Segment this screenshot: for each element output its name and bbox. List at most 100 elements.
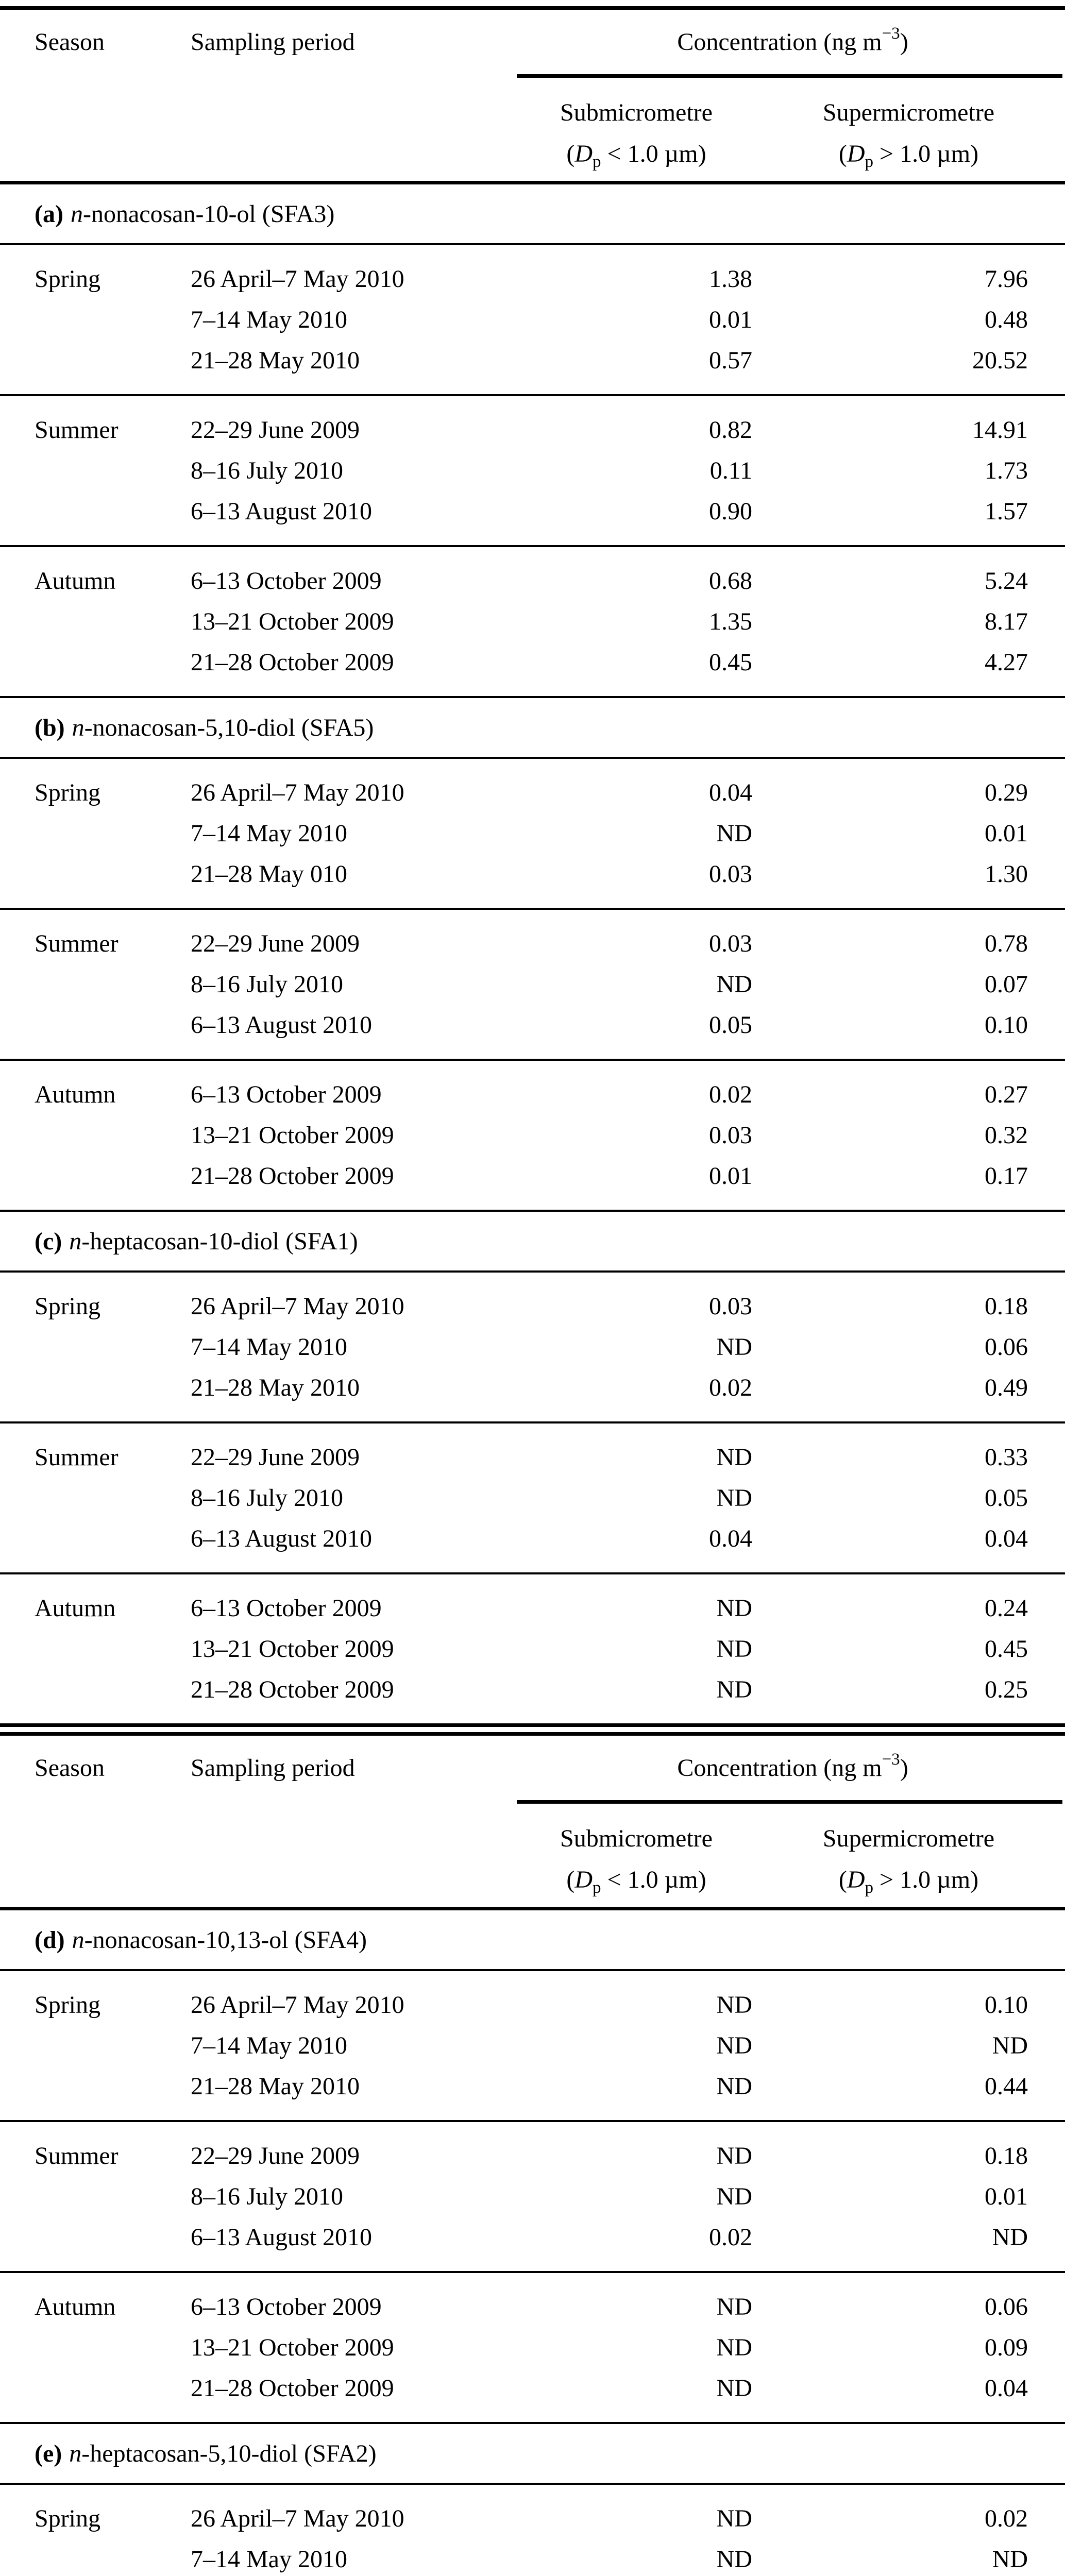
- table-row: 7–14 May 2010 ND 0.06: [0, 1327, 1065, 1367]
- supermicrometre-value-cell: 0.01: [985, 2183, 1028, 2210]
- paren: (: [838, 1866, 847, 1893]
- header-bottom-rule: [0, 1907, 1065, 1910]
- season-group: Summer 22–29 June 2009 ND 0.33 8–16 July…: [0, 1423, 1065, 1572]
- separator-rule: [0, 757, 1065, 759]
- submicrometre-column-header: Submicrometre: [560, 1825, 713, 1852]
- table-row: 21–28 October 2009 0.45 4.27: [0, 642, 1065, 683]
- supermicrometre-value-cell: 0.06: [985, 2293, 1028, 2320]
- concentration-unit-exponent: −3: [882, 24, 900, 43]
- sampling-period-cell: 8–16 July 2010: [191, 2183, 344, 2210]
- sampling-period-cell: 21–28 October 2009: [191, 1676, 394, 1703]
- section-letter: (e): [35, 2439, 62, 2467]
- table-row: 8–16 July 2010 0.11 1.73: [0, 450, 1065, 491]
- separator-rule: [0, 908, 1065, 910]
- size-range-header-row: (Dp < 1.0 µm) (Dp > 1.0 µm): [0, 127, 1065, 181]
- table-bottom-rule: [0, 1723, 1065, 1727]
- dp-subscript: p: [865, 1878, 874, 1897]
- sampling-period-cell: 26 April–7 May 2010: [191, 265, 404, 293]
- table-row: 21–28 May 2010 ND 0.44: [0, 2066, 1065, 2107]
- sampling-period-cell: 13–21 October 2009: [191, 1122, 394, 1149]
- submicrometre-value-cell: ND: [716, 2073, 752, 2100]
- table-row: 21–28 October 2009 0.01 0.17: [0, 1156, 1065, 1196]
- concentration-column-header: Concentration (ng m−3): [520, 25, 1065, 56]
- submicrometre-value-cell: 0.04: [709, 1525, 752, 1552]
- submicrometre-value-cell: 0.45: [709, 649, 752, 676]
- size-fraction-header-row: Submicrometre Supermicrometre: [0, 1804, 1065, 1853]
- supermicrometre-value-cell: 0.18: [985, 2142, 1028, 2170]
- supermicrometre-value-cell: 0.10: [985, 1011, 1028, 1039]
- table-row: Autumn 6–13 October 2009 ND 0.06: [0, 2286, 1065, 2327]
- submicrometre-value-cell: 0.03: [709, 1122, 752, 1149]
- table-row: Spring 26 April–7 May 2010 0.03 0.18: [0, 1286, 1065, 1327]
- paren: (: [566, 140, 575, 167]
- season-column-header: Season: [35, 28, 105, 56]
- separator-rule: [0, 1969, 1065, 1971]
- separator-rule: [0, 696, 1065, 698]
- table-top-rule: [0, 1732, 1065, 1736]
- sampling-period-cell: 8–16 July 2010: [191, 457, 344, 484]
- submicrometre-value-cell: 0.11: [709, 457, 752, 484]
- season-cell: Spring: [35, 265, 101, 293]
- season-cell: Spring: [35, 1991, 101, 2019]
- submicrometre-value-cell: ND: [716, 1991, 752, 2019]
- section-letter: (b): [35, 714, 65, 741]
- submicrometre-value-cell: 0.90: [709, 498, 752, 525]
- size-condition: < 1.0 µm): [601, 140, 706, 167]
- table-row: 6–13 August 2010 0.05 0.10: [0, 1005, 1065, 1045]
- section-label: (c) n -heptacosan-10-diol (SFA1): [0, 1212, 1065, 1270]
- size-range-header-row: (Dp < 1.0 µm) (Dp > 1.0 µm): [0, 1853, 1065, 1907]
- table-row: 8–16 July 2010 ND 0.05: [0, 1478, 1065, 1518]
- concentration-unit-close: ): [900, 1754, 908, 1782]
- supermicrometre-value-cell: 0.05: [985, 1484, 1028, 1512]
- concentration-column-header: Concentration (ng m−3): [520, 1751, 1065, 1782]
- separator-rule: [0, 394, 1065, 396]
- separator-rule: [0, 2120, 1065, 2122]
- sampling-period-cell: 13–21 October 2009: [191, 1635, 394, 1663]
- dp-subscript: p: [865, 152, 874, 171]
- sampling-period-cell: 22–29 June 2009: [191, 416, 360, 444]
- table-divider-gap: [0, 1727, 1065, 1732]
- compound-name-italic-prefix: n: [72, 1926, 84, 1954]
- sampling-period-cell: 21–28 May 010: [191, 860, 347, 888]
- supermicrometre-value-cell: 0.09: [985, 2334, 1028, 2361]
- submicrometre-value-cell: 1.35: [709, 608, 752, 635]
- table-row: Summer 22–29 June 2009 ND 0.33: [0, 1437, 1065, 1478]
- size-condition: > 1.0 µm): [873, 1866, 979, 1893]
- supermicrometre-value-cell: 1.73: [985, 457, 1028, 484]
- supermicrometre-value-cell: 0.10: [985, 1991, 1028, 2019]
- submicrometre-value-cell: 0.01: [709, 306, 752, 333]
- sampling-period-cell: 21–28 October 2009: [191, 2375, 394, 2402]
- sampling-period-column-header: Sampling period: [191, 1754, 355, 1782]
- sampling-period-cell: 6–13 August 2010: [191, 1525, 373, 1552]
- submicrometre-value-cell: ND: [716, 1676, 752, 1703]
- table-row: 6–13 August 2010 0.90 1.57: [0, 491, 1065, 532]
- sampling-period-cell: 7–14 May 2010: [191, 2032, 347, 2059]
- submicrometre-value-cell: 0.05: [709, 1011, 752, 1039]
- table-row: 8–16 July 2010 ND 0.07: [0, 964, 1065, 1005]
- concentration-unit-text: Concentration (ng m: [677, 28, 882, 56]
- concentration-unit-text: Concentration (ng m: [677, 1754, 882, 1782]
- season-group: Spring 26 April–7 May 2010 ND 0.02 7–14 …: [0, 2485, 1065, 2576]
- sampling-period-column-header: Sampling period: [191, 28, 355, 56]
- supermicrometre-value-cell: 0.04: [985, 2375, 1028, 2402]
- submicrometre-value-cell: ND: [716, 2142, 752, 2170]
- sampling-period-cell: 6–13 October 2009: [191, 2293, 382, 2320]
- separator-rule: [0, 2271, 1065, 2273]
- supermicrometre-value-cell: 0.17: [985, 1162, 1028, 1190]
- sampling-period-cell: 6–13 October 2009: [191, 1595, 382, 1622]
- submicrometre-value-cell: ND: [716, 1484, 752, 1512]
- supermicrometre-value-cell: 0.02: [985, 2505, 1028, 2532]
- sampling-period-cell: 22–29 June 2009: [191, 930, 360, 957]
- section-letter: (c): [35, 1227, 62, 1255]
- submicrometre-value-cell: ND: [716, 2334, 752, 2361]
- supermicrometre-value-cell: 0.49: [985, 1374, 1028, 1401]
- sampling-period-cell: 7–14 May 2010: [191, 306, 347, 333]
- compound-name-italic-prefix: n: [69, 2439, 82, 2467]
- concentration-spanner-rule: [517, 74, 1062, 78]
- submicrometre-value-cell: ND: [716, 2546, 752, 2573]
- supermicrometre-value-cell: 0.24: [985, 1595, 1028, 1622]
- supermicrometre-value-cell: 8.17: [985, 608, 1028, 635]
- table-row: 13–21 October 2009 0.03 0.32: [0, 1115, 1065, 1156]
- table-row: 13–21 October 2009 ND 0.45: [0, 1629, 1065, 1669]
- supermicrometre-value-cell: 0.45: [985, 1635, 1028, 1663]
